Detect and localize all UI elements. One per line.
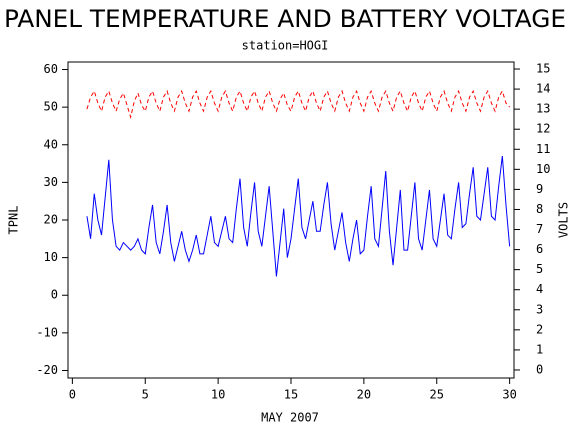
y2-tick-label: 5: [536, 262, 543, 276]
x-tick-label: 25: [430, 388, 444, 402]
x-tick-label: 30: [502, 388, 516, 402]
chart-subtitle: station=HOGI: [242, 39, 329, 53]
x-tick-label: 20: [357, 388, 371, 402]
y2-axis-label: VOLTS: [557, 202, 570, 238]
x-tick-label: 15: [284, 388, 298, 402]
y2-tick-label: 3: [536, 302, 543, 316]
data-line: [86, 89, 510, 120]
plot-frame: [67, 61, 515, 379]
y-tick-label: 0: [51, 288, 58, 302]
y-tick-label: 40: [44, 137, 58, 151]
y2-tick-label: 8: [536, 202, 543, 216]
y2-tick-label: 12: [536, 122, 550, 136]
y-axis-label: TPNL: [7, 206, 21, 235]
y2-tick-label: 6: [536, 242, 543, 256]
x-axis-label: MAY 2007: [261, 411, 319, 425]
y2-tick-label: 9: [536, 182, 543, 196]
y2-tick-label: 0: [536, 362, 543, 376]
x-tick-label: 10: [211, 388, 225, 402]
y-tick-label: -20: [36, 363, 58, 377]
x-tick-label: 5: [142, 388, 149, 402]
y2-tick-label: 13: [536, 102, 550, 116]
y2-tick-label: 1: [536, 342, 543, 356]
data-line: [86, 155, 511, 277]
y2-tick-label: 2: [536, 322, 543, 336]
y2-tick-label: 10: [536, 162, 550, 176]
y-tick-label: -10: [36, 325, 58, 339]
x-tick-label: 0: [69, 388, 76, 402]
y2-tick-label: 4: [536, 282, 543, 296]
y-tick-label: 10: [44, 250, 58, 264]
y-tick-label: 30: [44, 175, 58, 189]
y2-tick-label: 11: [536, 142, 550, 156]
y-tick-label: 20: [44, 213, 58, 227]
y2-tick-label: 15: [536, 62, 550, 76]
y2-tick-label: 7: [536, 222, 543, 236]
y-tick-label: 50: [44, 100, 58, 114]
chart-title: PANEL TEMPERATURE AND BATTERY VOLTAGE: [4, 5, 566, 33]
y-tick-label: 60: [44, 62, 58, 76]
y2-tick-label: 14: [536, 82, 550, 96]
